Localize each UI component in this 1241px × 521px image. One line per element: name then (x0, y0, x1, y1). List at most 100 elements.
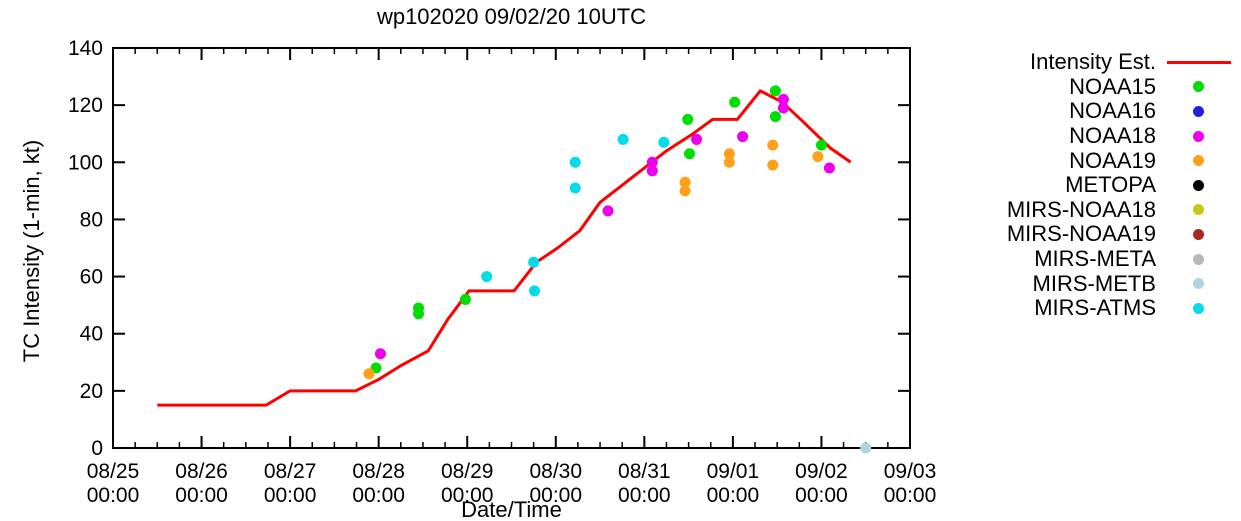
legend-item-intensity-est: Intensity Est. (976, 49, 1241, 75)
legend-dot-icon (1156, 179, 1241, 191)
x-tick-time-label: 00:00 (441, 484, 494, 507)
legend-label: METOPA (1065, 172, 1156, 198)
data-point-noaa19 (723, 148, 735, 160)
data-point-noaa18 (823, 162, 835, 174)
data-point-noaa19 (679, 176, 691, 188)
legend-item-mirs-metb: MIRS-METB (976, 271, 1241, 296)
legend-label: MIRS-METB (1032, 270, 1156, 296)
x-tick-date-label: 09/02 (795, 460, 848, 483)
y-tick-label: 140 (68, 37, 103, 60)
y-tick-label: 100 (68, 151, 103, 174)
x-tick-time-label: 00:00 (795, 484, 848, 507)
legend-item-noaa16: NOAA16 (976, 98, 1241, 124)
chart-title: wp102020 09/02/20 10UTC (376, 4, 647, 29)
legend-item-metopa: METOPA (976, 172, 1241, 198)
data-point-noaa18 (374, 348, 386, 360)
data-point-mirs-atms (528, 256, 540, 268)
x-tick-date-label: 09/03 (884, 460, 937, 483)
legend-dot-icon (1156, 228, 1241, 240)
data-point-noaa19 (679, 185, 691, 197)
legend-item-mirs-atms: MIRS-ATMS (976, 295, 1241, 321)
legend-dot-icon (1156, 302, 1241, 314)
data-point-noaa18 (646, 156, 658, 168)
data-point-noaa19 (767, 159, 779, 171)
x-tick-date-label: 08/27 (264, 460, 317, 483)
data-point-noaa15 (459, 293, 471, 305)
x-tick-time-label: 00:00 (618, 484, 671, 507)
legend-label: NOAA19 (1069, 147, 1156, 173)
legend: Intensity Est. NOAA15 NOAA16 NOAA18 NOAA… (976, 49, 1241, 321)
legend-item-mirs-meta: MIRS-META (976, 246, 1241, 272)
data-point-noaa19 (723, 156, 735, 168)
data-point-noaa15 (413, 308, 425, 320)
legend-item-mirs-noaa19: MIRS-NOAA19 (976, 221, 1241, 247)
x-tick-time-label: 00:00 (87, 484, 140, 507)
legend-dot-icon (1156, 81, 1241, 93)
x-tick-date-label: 08/25 (87, 460, 140, 483)
legend-dot-icon (1156, 105, 1241, 117)
data-point-noaa15 (729, 96, 741, 108)
y-tick-label: 120 (68, 94, 103, 117)
legend-dot-icon (1156, 130, 1241, 142)
x-tick-date-label: 08/26 (175, 460, 228, 483)
legend-label: MIRS-ATMS (1034, 295, 1156, 321)
data-point-noaa15 (683, 148, 695, 160)
data-point-noaa18 (737, 131, 749, 143)
data-point-mirs-atms (658, 136, 670, 148)
data-point-noaa18 (777, 102, 789, 114)
legend-dot-icon (1156, 204, 1241, 216)
legend-item-noaa15: NOAA15 (976, 73, 1241, 100)
intensity-line (157, 89, 852, 407)
legend-label: NOAA18 (1069, 123, 1156, 149)
x-tick-time-label: 00:00 (175, 484, 228, 507)
x-tick-time-label: 00:00 (529, 484, 582, 507)
x-tick-date-label: 08/29 (441, 460, 494, 483)
data-point-noaa19 (812, 151, 824, 163)
x-axis-label: Date/Time (461, 497, 562, 521)
x-tick-date-label: 08/30 (529, 460, 582, 483)
x-tick-time-label: 00:00 (264, 484, 317, 507)
legend-item-mirs-noaa18: MIRS-NOAA18 (976, 196, 1241, 223)
data-point-mirs-atms (617, 133, 629, 145)
legend-label: MIRS-NOAA19 (1006, 221, 1156, 247)
y-tick-label: 80 (80, 208, 103, 231)
legend-label: NOAA15 (1069, 73, 1156, 99)
legend-label: MIRS-META (1034, 246, 1156, 272)
legend-line-sample (1156, 60, 1241, 64)
data-point-noaa18 (602, 205, 614, 217)
data-point-noaa19 (767, 139, 779, 151)
x-tick-time-label: 00:00 (352, 484, 405, 507)
data-point-mirs-metb (860, 442, 872, 454)
legend-item-noaa19: NOAA19 (976, 148, 1241, 173)
data-point-mirs-atms (569, 156, 581, 168)
legend-label: MIRS-NOAA18 (1006, 196, 1156, 222)
data-point-noaa18 (777, 93, 789, 105)
y-tick-label: 0 (91, 437, 103, 460)
x-tick-date-label: 08/28 (352, 460, 405, 483)
legend-dot-icon (1156, 278, 1241, 290)
data-point-noaa18 (691, 133, 703, 145)
data-point-mirs-atms (529, 285, 541, 297)
data-point-mirs-atms (481, 271, 493, 283)
y-tick-label: 20 (80, 380, 103, 403)
x-tick-time-label: 00:00 (884, 484, 937, 507)
data-point-noaa15 (769, 85, 781, 97)
legend-label: Intensity Est. (1030, 49, 1156, 75)
data-point-noaa15 (682, 113, 694, 125)
data-point-noaa15 (815, 139, 827, 151)
x-tick-time-label: 00:00 (707, 484, 760, 507)
x-tick-date-label: 08/31 (618, 460, 671, 483)
data-point-noaa19 (363, 368, 375, 380)
legend-label: NOAA16 (1069, 98, 1156, 124)
y-tick-label: 60 (80, 266, 103, 289)
x-tick-date-label: 09/01 (707, 460, 760, 483)
legend-dot-icon (1156, 155, 1241, 167)
legend-dot-icon (1156, 253, 1241, 265)
data-point-noaa15 (769, 111, 781, 123)
y-tick-label: 40 (80, 323, 103, 346)
legend-item-noaa18: NOAA18 (976, 123, 1241, 149)
data-point-mirs-atms (569, 182, 581, 194)
data-point-noaa18 (646, 165, 658, 177)
